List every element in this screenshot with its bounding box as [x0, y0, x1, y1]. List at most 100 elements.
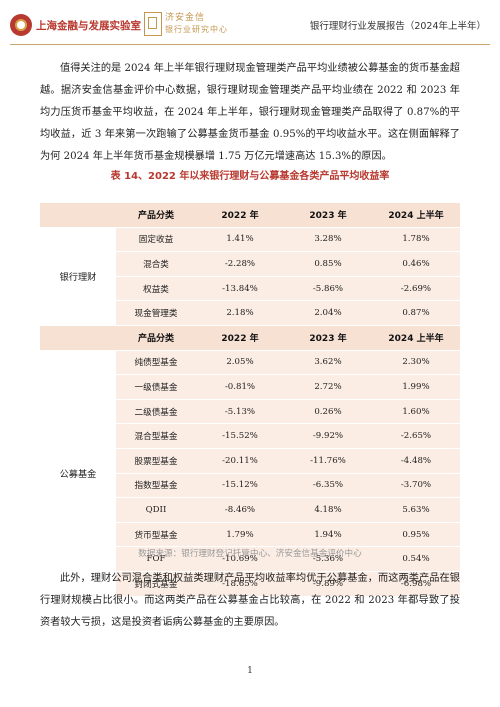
value-2022-cell: -8.46% [196, 497, 284, 523]
jian-logo: 济安金信 银行业研究中心 [144, 12, 228, 36]
value-2023-cell: -5.86% [284, 276, 372, 302]
value-2022-cell: 1.79% [196, 522, 284, 548]
value-2023-cell: 2.04% [284, 300, 372, 326]
table-source: 数据来源：银行理财登记托管中心、济安金信基金评价中心 [138, 549, 362, 559]
header-blank-cell [40, 203, 116, 228]
value-2023-cell: -9.92% [284, 423, 372, 449]
seal-icon [144, 12, 162, 36]
value-2024h1-cell: 0.87% [372, 300, 460, 326]
jian-logo-line1: 济安金信 [165, 13, 206, 23]
column-header: 2024 上半年 [372, 325, 460, 351]
value-2022-cell: -15.52% [196, 423, 284, 449]
value-2023-cell: -11.76% [284, 448, 372, 474]
value-2022-cell: 2.18% [196, 300, 284, 326]
column-header: 2022 年 [196, 325, 284, 351]
table-row: 权益类 -13.84% -5.86% -2.69% [40, 276, 460, 302]
value-2024h1-cell: 2.30% [372, 350, 460, 376]
table-row: QDII -8.46% 4.18% 5.63% [40, 497, 460, 523]
column-header: 2022 年 [196, 203, 284, 228]
value-2024h1-cell: 1.99% [372, 374, 460, 400]
group-label: 银行理财 [40, 227, 116, 326]
value-2022-cell: 2.05% [196, 350, 284, 376]
table-body: 产品分类 2022 年 2023 年 2024 上半年 银行理财 固定收益 1.41% 3.2… [40, 203, 460, 597]
value-2023-cell: -6.35% [284, 473, 372, 499]
column-header: 产品分类 [116, 203, 196, 228]
table-row: 股票型基金 -20.11% -11.76% -4.48% [40, 448, 460, 474]
column-header: 2023 年 [284, 203, 372, 228]
product-name-cell: 权益类 [116, 276, 196, 302]
table-row: 二级债基金 -5.13% 0.26% 1.60% [40, 399, 460, 425]
page-number: 1 [247, 666, 253, 676]
value-2022-cell: -20.11% [196, 448, 284, 474]
column-header: 2024 上半年 [372, 203, 460, 228]
value-2023-cell: 4.18% [284, 497, 372, 523]
product-name-cell: 现金管理类 [116, 300, 196, 326]
value-2023-cell: 1.94% [284, 522, 372, 548]
value-2022-cell: -10.69% [196, 546, 284, 572]
value-2022-cell: -0.81% [196, 374, 284, 400]
table-row: 封闭式基金 -18.65% -9.89% -6.98% [40, 571, 460, 597]
table-row: 指数型基金 -15.12% -6.35% -3.70% [40, 473, 460, 499]
value-2024h1-cell: -6.98% [372, 571, 460, 597]
value-2024h1-cell: -2.65% [372, 423, 460, 449]
value-2023-cell: -5.36% [284, 546, 372, 572]
product-name-cell: 纯债型基金 [116, 350, 196, 376]
lab-logo: 上海金融与发展实验室 [10, 14, 141, 36]
value-2022-cell: -18.65% [196, 571, 284, 597]
table-row: 一级债基金 -0.81% 2.72% 1.99% [40, 374, 460, 400]
value-2022-cell: -5.13% [196, 399, 284, 425]
table-row: 混合类 -2.28% 0.85% 0.46% [40, 251, 460, 277]
product-name-cell: 二级债基金 [116, 399, 196, 425]
table-row: 公募基金 纯债型基金 2.05% 3.62% 2.30% [40, 350, 460, 597]
lab-logo-text: 上海金融与发展实验室 [36, 19, 141, 32]
page-header: 上海金融与发展实验室 济安金信 银行业研究中心 银行理财行业发展报告（2024年… [0, 0, 500, 48]
column-header: 产品分类 [116, 325, 196, 351]
table-row: 混合型基金 -15.52% -9.92% -2.65% [40, 423, 460, 449]
value-2023-cell: 2.72% [284, 374, 372, 400]
product-name-cell: FOF [116, 546, 196, 572]
value-2024h1-cell: -4.48% [372, 448, 460, 474]
value-2024h1-cell: 1.60% [372, 399, 460, 425]
column-header: 2023 年 [284, 325, 372, 351]
table-header-row: 产品分类 2022 年 2023 年 2024 上半年 [40, 325, 460, 351]
value-2023-cell: 3.62% [284, 350, 372, 376]
lab-logo-icon [10, 14, 32, 36]
value-2024h1-cell: 0.95% [372, 522, 460, 548]
returns-table: 产品分类 2022 年 2023 年 2024 上半年 银行理财 固定收益 1.41% 3.2… [40, 203, 460, 597]
table-header-row: 产品分类 2022 年 2023 年 2024 上半年 [40, 203, 460, 228]
product-name-cell: 股票型基金 [116, 448, 196, 474]
product-name-cell: QDII [116, 497, 196, 523]
paragraph-intro: 值得关注的是 2024 年上半年银行理财现金管理类产品平均业绩被公募基金的货币基… [40, 63, 460, 162]
product-name-cell: 指数型基金 [116, 473, 196, 499]
jian-logo-line2: 银行业研究中心 [165, 25, 228, 34]
value-2024h1-cell: 5.63% [372, 497, 460, 523]
value-2023-cell: 3.28% [284, 227, 372, 253]
value-2022-cell: -2.28% [196, 251, 284, 277]
product-name-cell: 混合类 [116, 251, 196, 277]
header-divider [10, 44, 490, 45]
value-2024h1-cell: -2.69% [372, 276, 460, 302]
value-2023-cell: 0.26% [284, 399, 372, 425]
product-name-cell: 混合型基金 [116, 423, 196, 449]
product-name-cell: 固定收益 [116, 227, 196, 253]
product-name-cell: 一级债基金 [116, 374, 196, 400]
table-row: 现金管理类 2.18% 2.04% 0.87% [40, 300, 460, 326]
value-2024h1-cell: 1.78% [372, 227, 460, 253]
value-2022-cell: 1.41% [196, 227, 284, 253]
value-2024h1-cell: 0.46% [372, 251, 460, 277]
value-2022-cell: -13.84% [196, 276, 284, 302]
value-2024h1-cell: -3.70% [372, 473, 460, 499]
product-name-cell: 封闭式基金 [116, 571, 196, 597]
value-2022-cell: -15.12% [196, 473, 284, 499]
product-name-cell: 货币型基金 [116, 522, 196, 548]
table-row: 银行理财 固定收益 1.41% 3.28% 1.78% [40, 227, 460, 326]
value-2023-cell: -9.89% [284, 571, 372, 597]
group-label: 公募基金 [40, 350, 116, 597]
paragraph-conclusion: 此外，理财公司混合类和权益类理财产品平均收益率均优于公募基金，而这两类产品在银行… [40, 573, 460, 628]
value-2024h1-cell: 0.54% [372, 546, 460, 572]
header-blank-cell [40, 325, 116, 351]
value-2023-cell: 0.85% [284, 251, 372, 277]
report-title: 银行理财行业发展报告（2024年上半年） [309, 21, 486, 32]
table-row: 货币型基金 1.79% 1.94% 0.95% [40, 522, 460, 548]
table-row: FOF -10.69% -5.36% 0.54% [40, 546, 460, 572]
